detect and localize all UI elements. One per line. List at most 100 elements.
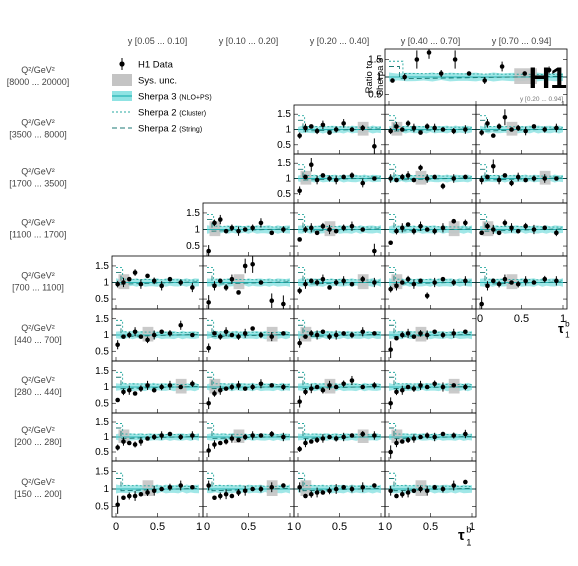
panel: [384, 153, 477, 204]
data-point: [115, 397, 120, 403]
data-point: [522, 71, 528, 76]
data-point: [523, 128, 528, 134]
data-point: [269, 383, 275, 388]
data-point: [212, 495, 217, 501]
data-point: [394, 389, 399, 395]
data-point: [399, 332, 405, 338]
x-axis-title: τ: [458, 527, 465, 544]
sys-unc-box: [415, 170, 427, 185]
data-point: [303, 281, 308, 287]
data-point: [121, 495, 126, 501]
data-point: [308, 278, 314, 284]
legend-entry: H1 Data: [119, 58, 174, 71]
legend-entry: Sherpa 2 (String): [112, 124, 202, 135]
sherpa2-cluster-line: [116, 371, 200, 386]
data-point: [496, 124, 502, 129]
h1-logo: H1: [529, 62, 567, 95]
data-point: [314, 128, 320, 134]
sys-unc-box: [300, 326, 312, 342]
data-point: [167, 484, 173, 490]
panel: 0.5 1 1.5: [277, 104, 386, 155]
q2-bin-label: [440 ... 700]: [14, 335, 62, 345]
data-point: [388, 400, 393, 406]
data-point: [178, 483, 184, 488]
data-point: [303, 227, 308, 232]
panel-content: [294, 472, 385, 499]
data-point: [126, 276, 132, 282]
sherpa2-string-line: [207, 376, 291, 390]
data-point: [424, 227, 430, 232]
q2-bin-label: [1700 ... 3500]: [9, 179, 67, 189]
data-point: [411, 228, 417, 234]
y-tick-label: 1: [103, 382, 109, 393]
sherpa2-string-line: [207, 219, 291, 232]
data-point: [399, 174, 405, 180]
sys-unc-box: [142, 480, 154, 496]
data-point: [349, 127, 355, 132]
data-point: [297, 484, 302, 490]
q2-bin-label: [700 ... 1100]: [12, 283, 64, 293]
panel-content: [294, 115, 385, 154]
y-tick-label: 1.5: [95, 366, 109, 377]
sherpa2-cluster-line: [207, 371, 291, 386]
data-point: [399, 491, 405, 497]
x-tick-label: 0.5: [332, 521, 347, 533]
data-point: [250, 261, 255, 267]
data-point: [314, 280, 320, 285]
panel-content: [385, 319, 476, 359]
sys-unc-box: [233, 429, 245, 443]
data-point: [523, 278, 528, 284]
data-point: [242, 263, 248, 269]
sherpa2-string-line: [389, 272, 473, 285]
data-point: [281, 227, 286, 232]
data-point: [258, 486, 264, 492]
panel: [475, 202, 568, 257]
data-point: [212, 331, 217, 336]
data-point: [206, 248, 211, 254]
data-point: [281, 434, 286, 440]
y-tick-label: 1.5: [95, 314, 109, 325]
sherpa2-cluster-line: [207, 472, 291, 487]
data-point: [515, 125, 521, 131]
data-point: [229, 384, 235, 390]
panel-content: [385, 371, 476, 410]
panel-content: [112, 267, 203, 293]
data-point: [372, 144, 377, 149]
data-point: [432, 174, 437, 180]
data-point: [212, 391, 217, 396]
data-point: [236, 383, 241, 388]
data-point: [341, 434, 346, 440]
panel-grid: 0.511.5y [0.20 ... 0.94]0.511.50.511.50.…: [95, 48, 568, 533]
data-point: [217, 217, 223, 222]
data-point: [388, 488, 393, 494]
data-point: [463, 384, 468, 390]
data-point: [341, 484, 346, 490]
data-point: [463, 479, 468, 485]
data-point: [418, 130, 423, 135]
panel-content: [112, 423, 203, 451]
x-tick-label: 1: [469, 521, 475, 533]
data-point: [414, 57, 420, 62]
data-point: [424, 433, 430, 438]
panel: [202, 255, 295, 310]
data-point: [496, 230, 502, 236]
data-point: [269, 431, 275, 437]
data-point: [440, 486, 446, 492]
data-point: [258, 220, 264, 226]
sherpa2-cluster-line: [389, 472, 473, 487]
sherpa2-string-line: [298, 219, 382, 232]
data-point: [327, 488, 332, 494]
data-point: [451, 483, 457, 488]
data-point: [281, 384, 286, 390]
q2-axis-label: Q²/GeV²: [21, 65, 55, 75]
data-point: [269, 334, 275, 339]
data-point: [394, 493, 399, 499]
legend-label: Sherpa 2 (String): [138, 124, 202, 135]
sherpa2-string-line: [389, 427, 473, 439]
data-point: [490, 227, 496, 232]
sherpa2-string-line: [298, 119, 382, 132]
data-point: [138, 439, 144, 444]
q2-bin-label: [280 ... 440]: [14, 387, 62, 397]
data-point: [418, 278, 423, 284]
panel-content: [476, 214, 567, 237]
